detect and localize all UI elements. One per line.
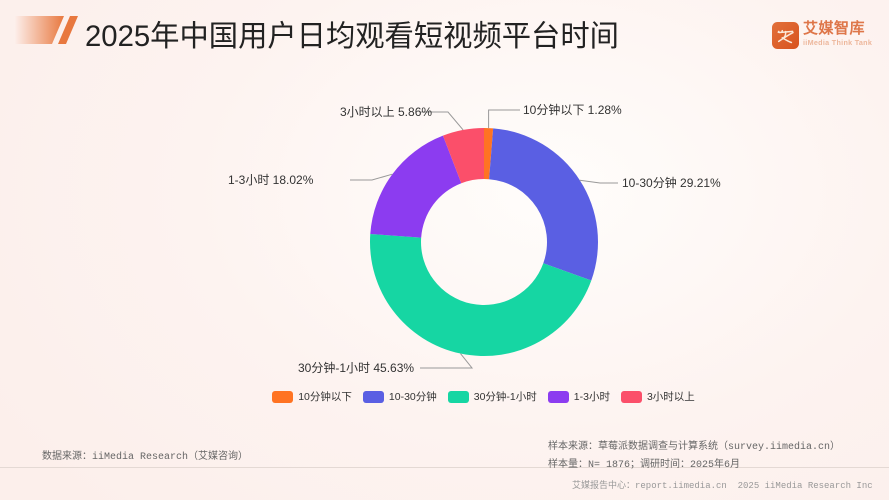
svg-text:1-3小时 18.02%: 1-3小时 18.02% bbox=[228, 173, 314, 187]
svg-text:30分钟-1小时 45.63%: 30分钟-1小时 45.63% bbox=[298, 360, 414, 375]
svg-text:3小时以上 5.86%: 3小时以上 5.86% bbox=[340, 105, 432, 119]
svg-text:10分钟以下 1.28%: 10分钟以下 1.28% bbox=[523, 102, 622, 117]
svg-text:10-30分钟 29.21%: 10-30分钟 29.21% bbox=[622, 175, 721, 190]
